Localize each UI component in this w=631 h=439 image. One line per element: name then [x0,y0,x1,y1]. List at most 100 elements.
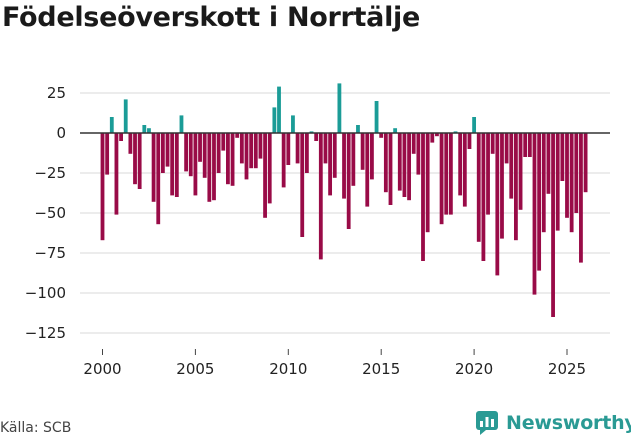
bar [128,133,133,154]
x-tick-label: 2005 [176,360,214,378]
bar [560,133,565,181]
x-axis: 2000 2005 2010 2015 2020 2025 [83,349,586,378]
bar [304,133,309,173]
bar [137,133,142,189]
bar [239,133,244,164]
bar [504,133,509,164]
y-axis: 25 0 −25 −50 −75 −100 −125 [25,84,66,342]
brand-logo: Newsworthy [476,408,631,438]
x-tick-label: 2010 [269,360,307,378]
bar [230,133,235,186]
bar [500,133,504,239]
bar [272,107,277,133]
bar [490,133,495,154]
chart-title: Födelseöverskott i Norrtälje [2,2,420,33]
bar [202,133,207,178]
bar [411,133,416,154]
bar [123,99,128,133]
bar [133,133,137,185]
bar [249,133,254,169]
bar [221,133,226,151]
bars [100,83,588,317]
bar [263,133,267,218]
bar [193,133,198,196]
bar [458,133,463,196]
bar [430,133,435,143]
bar [105,133,110,175]
bar [574,133,579,213]
bar [291,115,295,133]
y-tick-label: 0 [56,124,66,142]
bar [114,133,119,215]
bar [360,133,365,170]
x-tick-label: 2020 [455,360,493,378]
bar [472,117,477,133]
bar [165,133,170,167]
bar [383,133,388,193]
bar [100,133,105,241]
bar [179,115,184,133]
bar [579,133,583,263]
bar [374,101,379,133]
bar [337,83,342,133]
bar [328,133,333,196]
x-tick-label: 2015 [362,360,400,378]
bar [318,133,323,260]
bar [356,125,360,133]
bar [402,133,407,197]
y-tick-label: −75 [34,244,66,262]
bar [365,133,370,207]
bar [151,133,156,202]
brand-name: Newsworthy [506,412,631,434]
bar [583,133,588,193]
bar [258,133,263,159]
bar [342,133,346,199]
x-tick-label: 2000 [83,360,121,378]
bar [518,133,523,210]
newsworthy-logo-icon [476,411,498,435]
bar [439,133,444,225]
bar [407,133,411,201]
bar [523,133,528,157]
bar [142,125,147,133]
bar [551,133,555,317]
bar [514,133,518,241]
bar [388,133,393,205]
bar [226,133,230,185]
bar [448,133,453,215]
bar [393,128,398,133]
y-tick-label: −25 [34,164,66,182]
bar [481,133,486,261]
bar [184,133,189,172]
bar [495,133,500,276]
bar [277,86,281,133]
bar [537,133,542,271]
bar [198,133,202,162]
bar [555,133,560,231]
bar [425,133,430,233]
bar [212,133,216,201]
bar [476,133,481,242]
y-tick-label: −50 [34,204,66,222]
source-label: Källa: SCB [0,420,72,436]
bar [370,133,374,180]
bar [216,133,221,173]
bar [486,133,490,215]
bar [286,133,291,165]
bar [541,133,546,233]
x-tick-label: 2025 [548,360,586,378]
bar [314,133,319,141]
bar [281,133,286,188]
bar [160,133,165,173]
bar [462,133,467,207]
bar [421,133,425,261]
bar [147,128,151,133]
bar [351,133,356,186]
bar [546,133,551,194]
bar [109,117,114,133]
bar [569,133,574,233]
bar [532,133,537,295]
bar [119,133,123,141]
bar [467,133,472,149]
